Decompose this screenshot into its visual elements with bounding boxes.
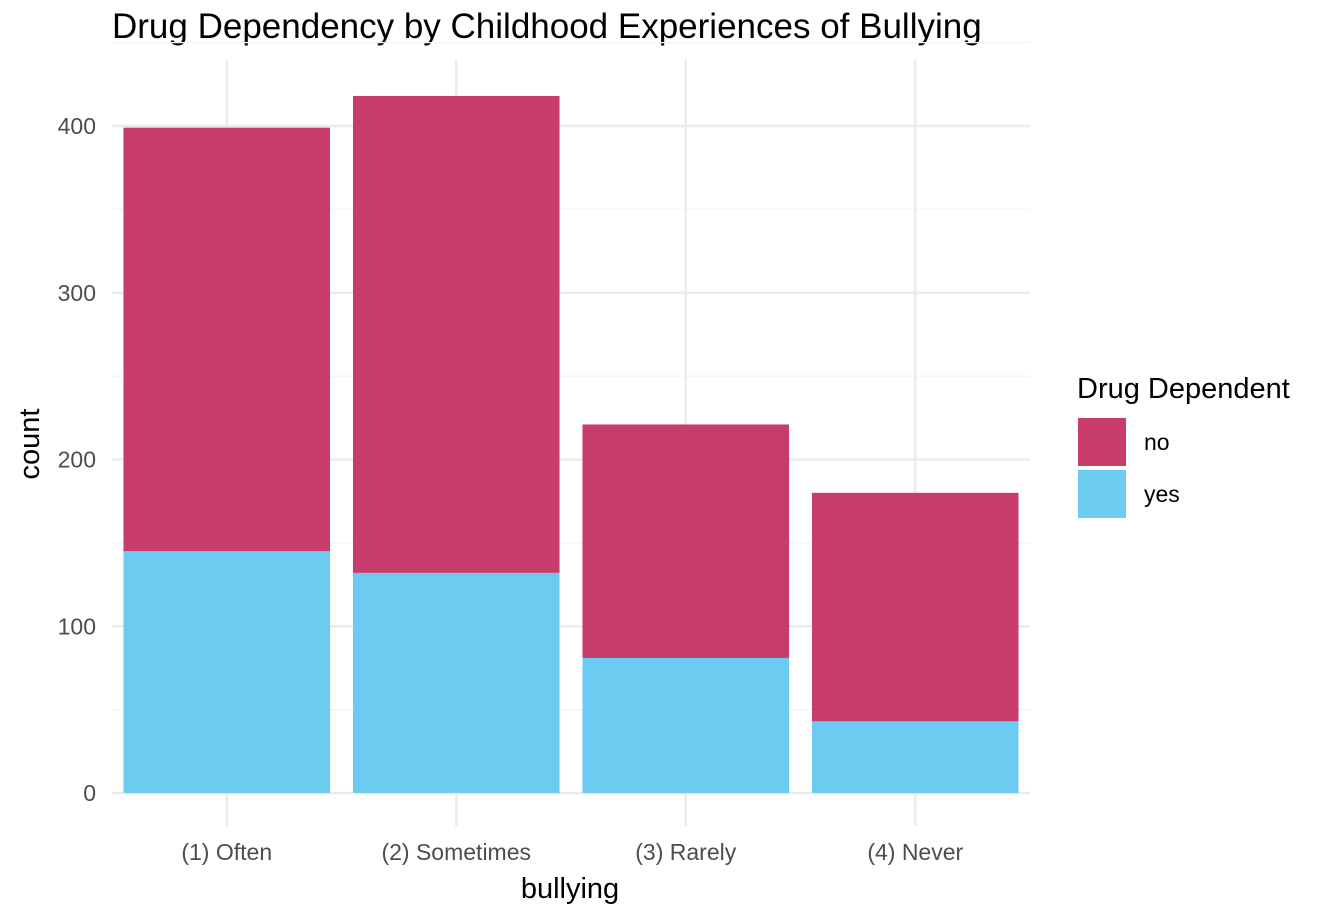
legend-label-no: no: [1144, 429, 1170, 455]
bar-segment-no: [123, 127, 331, 552]
bar-segment-yes: [811, 721, 1019, 793]
y-tick-label: 300: [58, 280, 96, 306]
legend-key-no: [1078, 418, 1126, 466]
bar-segment-yes: [123, 551, 331, 793]
x-axis-title: bullying: [521, 873, 619, 905]
x-tick-label: (2) Sometimes: [381, 839, 531, 865]
x-tick-label: (1) Often: [181, 839, 272, 865]
y-axis-title: count: [14, 409, 46, 480]
legend-title: Drug Dependent: [1077, 373, 1290, 405]
x-tick-label: (3) Rarely: [635, 839, 736, 865]
x-axis-ticks: (1) Often (2) Sometimes (3) Rarely (4) Neve…: [181, 839, 963, 865]
x-tick-label: (4) Never: [867, 839, 963, 865]
legend: Drug Dependent no yes: [1077, 373, 1290, 518]
y-axis-ticks: 0 100 200 300 400: [58, 113, 96, 806]
bar-segment-no: [352, 95, 560, 573]
bar-segment-no: [811, 492, 1019, 722]
bar-segment-yes: [582, 657, 790, 793]
bar-segment-yes: [352, 572, 560, 793]
bars: [123, 95, 1019, 793]
y-tick-label: 100: [58, 613, 96, 639]
bar-segment-no: [582, 424, 790, 658]
y-tick-label: 400: [58, 113, 96, 139]
legend-label-yes: yes: [1144, 481, 1180, 507]
chart-title: Drug Dependency by Childhood Experiences…: [112, 7, 982, 46]
legend-key-yes: [1078, 470, 1126, 518]
y-tick-label: 0: [83, 780, 96, 806]
y-tick-label: 200: [58, 447, 96, 473]
